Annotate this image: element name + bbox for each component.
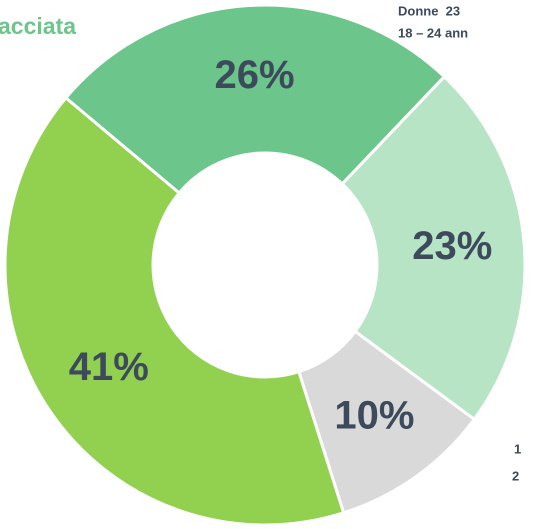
data-label: 10% (334, 393, 414, 437)
annotation: 18 – 24 ann (398, 25, 468, 40)
donut-segment (63, 3, 447, 196)
donut-segment (296, 329, 477, 515)
data-label: 26% (214, 53, 294, 97)
chart-title: acciata (0, 13, 76, 39)
annotation: Donne 23 (398, 3, 460, 18)
annotation: 1 (514, 441, 521, 456)
donut-segment (3, 95, 346, 527)
data-label: 23% (412, 224, 492, 268)
donut-segment (340, 74, 527, 422)
annotation: 2 (512, 468, 519, 483)
data-label: 41% (69, 345, 149, 389)
